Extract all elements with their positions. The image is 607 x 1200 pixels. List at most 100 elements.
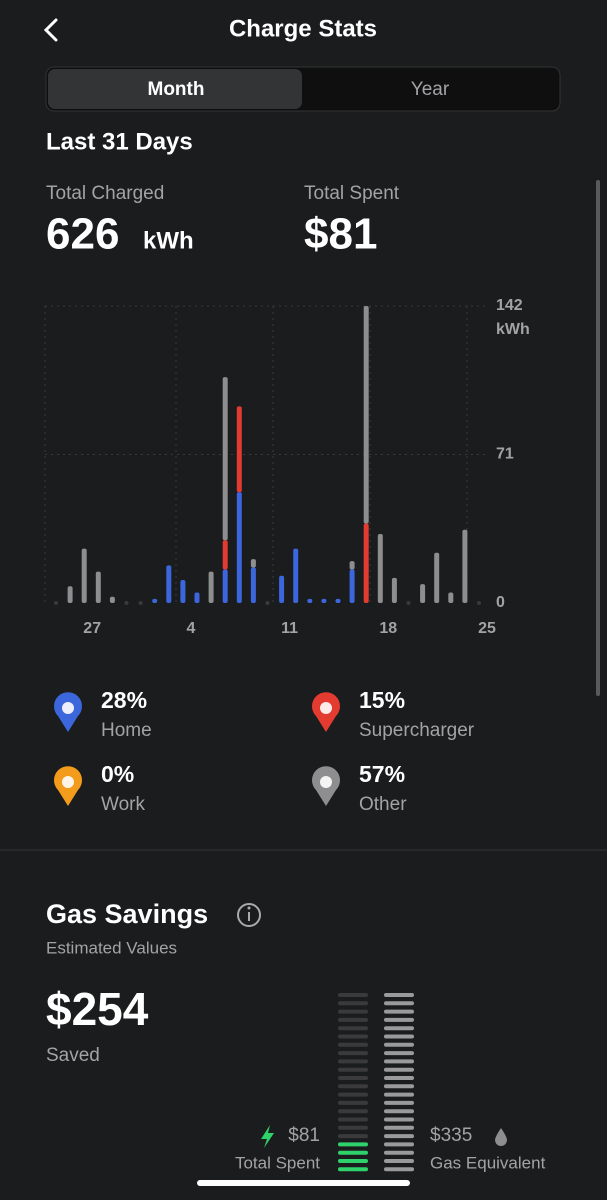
gauge-cell (338, 1084, 368, 1089)
gas-label: Gas Equivalent (430, 1153, 546, 1172)
bar-segment (81, 548, 87, 603)
gauge-cell (384, 1134, 414, 1139)
gauge-cell (338, 1017, 368, 1022)
tab[interactable]: Year (411, 79, 450, 100)
legend-name: Supercharger (359, 720, 475, 741)
bar-segment (222, 377, 228, 541)
legend-share: 0% (101, 761, 134, 787)
bar-segment (236, 406, 242, 493)
spent-label: Total Spent (235, 1153, 320, 1172)
gauge-cell (338, 1059, 368, 1064)
subtitle: Estimated Values (46, 938, 177, 957)
gauge-cell (338, 1001, 368, 1006)
saved-value: $254 (46, 983, 149, 1035)
bar-segment (349, 561, 355, 570)
gauge-cell (384, 1034, 414, 1039)
gauge-cell (384, 1109, 414, 1114)
gauge-cell (384, 993, 414, 997)
zero-dot (265, 601, 270, 605)
legend-pin-dot (320, 776, 332, 788)
bar-segment (307, 598, 313, 603)
legend-pin-dot (320, 702, 332, 714)
gauge-cell (338, 1134, 368, 1139)
legend-pin-dot (62, 776, 74, 788)
saved-label: Saved (46, 1045, 100, 1066)
legend-share: 15% (359, 687, 405, 713)
home-indicator (197, 1180, 410, 1186)
legend-pin-dot (62, 702, 74, 714)
bar-segment (250, 567, 256, 603)
x-tick-label: 11 (281, 620, 298, 637)
bar-segment (250, 559, 256, 568)
gas-value: $335 (430, 1125, 472, 1146)
bolt-icon (261, 1125, 274, 1148)
gauge-cell (338, 1026, 368, 1031)
zero-dot (138, 601, 143, 605)
info-icon[interactable] (237, 903, 261, 927)
tab[interactable]: Month (148, 79, 205, 100)
bar-segment (95, 571, 101, 603)
y-tick-label: 71 (496, 446, 514, 463)
bar-segment (293, 548, 299, 603)
gauge-cell (384, 1084, 414, 1089)
gauge-cell (338, 1167, 368, 1172)
bar-segment (194, 592, 200, 603)
bar-segment (152, 598, 158, 603)
gauge-cell (338, 1109, 368, 1114)
spent-value: $81 (288, 1125, 320, 1146)
gauge-cell (384, 1067, 414, 1072)
bar-segment (109, 596, 115, 603)
gauge-cell (338, 1159, 368, 1163)
gauge-cell (338, 1100, 368, 1105)
bar-segment (349, 569, 355, 603)
gauge-cell (338, 1125, 368, 1130)
bar-segment (434, 552, 440, 603)
gauge-cell (384, 1001, 414, 1006)
gauge-cell (338, 1067, 368, 1072)
gauge-cell (384, 1100, 414, 1105)
x-tick-label: 4 (186, 620, 195, 637)
bar-segment (180, 579, 186, 603)
back-button[interactable] (43, 18, 58, 42)
gauge-cell (338, 1150, 368, 1155)
title: Charge Stats (229, 15, 377, 42)
bar-segment (391, 577, 397, 603)
legend-name: Home (101, 720, 152, 741)
scrollbar (596, 180, 600, 696)
bar-segment (420, 584, 426, 603)
gauge-cell (384, 1142, 414, 1147)
legend-share: 28% (101, 687, 147, 713)
legend-share: 57% (359, 761, 405, 787)
x-tick-label: 25 (478, 620, 496, 637)
gauge-cell (338, 1076, 368, 1080)
gauge-cell (338, 1142, 368, 1147)
gauge-cell (384, 1092, 414, 1097)
bar-segment (67, 586, 73, 603)
stat-label: Total Charged (46, 183, 164, 204)
bar-segment (335, 598, 341, 603)
stat-value: 626 (46, 210, 119, 259)
bar-segment (363, 523, 369, 603)
legend: 28% Home 15% Supercharger 0% Work 57% Other (54, 687, 475, 815)
stat-value: $81 (304, 210, 377, 259)
gauge-cell (384, 1026, 414, 1031)
bar-segment (208, 571, 214, 603)
gauge-cell (338, 993, 368, 997)
gauge-cell (384, 1042, 414, 1047)
bar-segment (448, 592, 454, 603)
gauge-cell (338, 1117, 368, 1122)
y-tick-label: 0 (496, 594, 505, 611)
gauge-cell (338, 1042, 368, 1047)
bar-segment (236, 492, 242, 603)
y-tick-label: 142 (496, 297, 523, 314)
x-tick-label: 27 (83, 620, 101, 637)
bar-segment (363, 306, 369, 524)
gauge-cell (338, 1092, 368, 1097)
tab-selected (48, 69, 302, 109)
bar-segment (166, 565, 172, 603)
gauge-cell (384, 1051, 414, 1056)
bar-segment (222, 540, 228, 570)
zero-dot (54, 601, 58, 605)
gauge (338, 993, 414, 1172)
